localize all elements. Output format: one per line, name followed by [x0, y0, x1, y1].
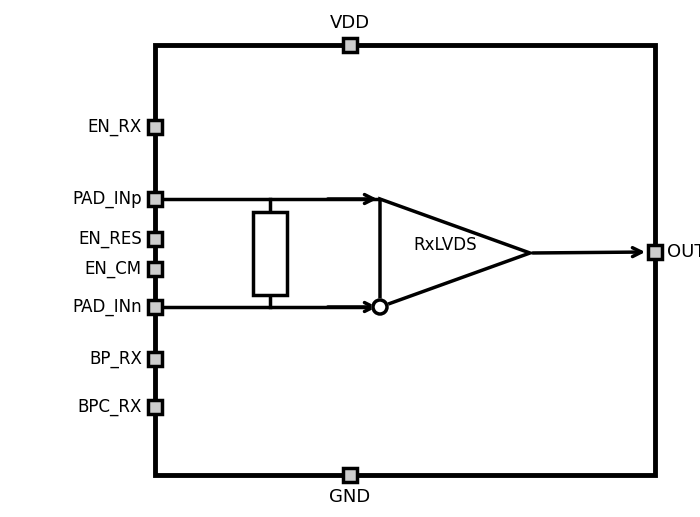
Text: GND: GND	[330, 488, 370, 506]
Text: EN_RES: EN_RES	[78, 230, 142, 248]
Bar	[148, 352, 162, 366]
Text: BP_RX: BP_RX	[89, 350, 142, 368]
Bar	[148, 400, 162, 414]
Bar	[148, 232, 162, 246]
Bar	[253, 212, 287, 295]
Bar	[148, 192, 162, 206]
Text: RxLVDS: RxLVDS	[413, 236, 477, 254]
Text: EN_RX: EN_RX	[88, 118, 142, 136]
Text: PAD_INn: PAD_INn	[72, 298, 142, 316]
Bar	[343, 38, 357, 52]
Circle shape	[373, 300, 387, 314]
Text: PAD_INp: PAD_INp	[72, 190, 142, 208]
Text: BPC_RX: BPC_RX	[78, 398, 142, 416]
Text: OUTp: OUTp	[667, 243, 700, 261]
Bar	[148, 300, 162, 314]
Bar	[148, 262, 162, 276]
Text: VDD: VDD	[330, 14, 370, 32]
Bar	[648, 245, 662, 259]
Bar	[155, 45, 655, 475]
Bar	[343, 468, 357, 482]
Bar	[148, 120, 162, 134]
Text: EN_CM: EN_CM	[85, 260, 142, 278]
